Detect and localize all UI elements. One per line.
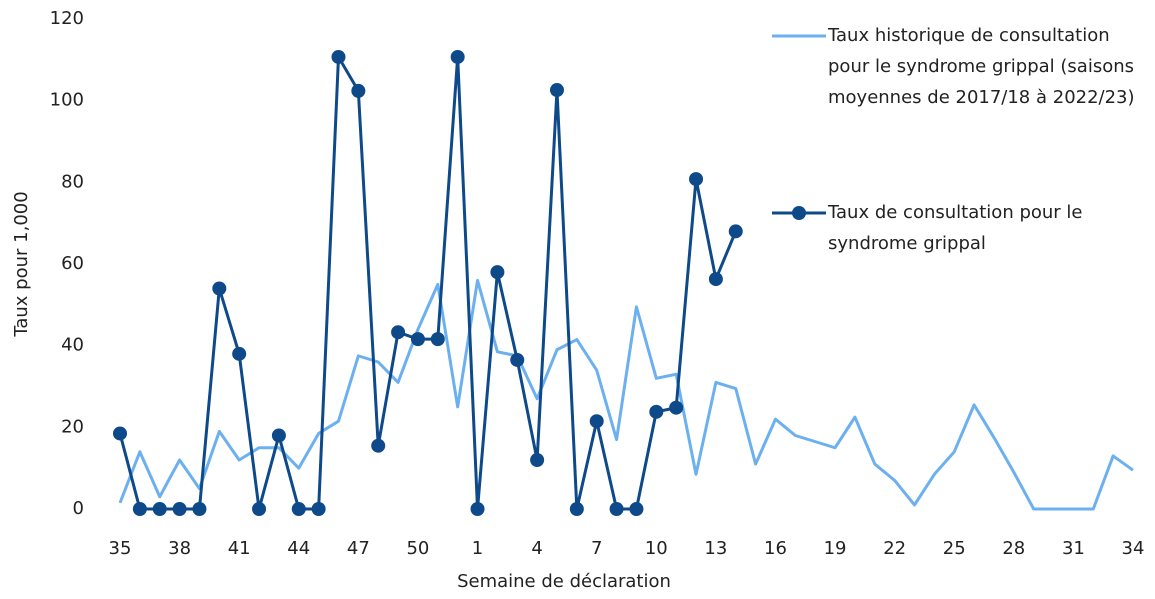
data-point [113, 426, 127, 441]
data-point [311, 502, 326, 516]
legend-item: Taux historique de consultation pour le … [772, 20, 1152, 113]
data-point [291, 502, 306, 516]
data-point [708, 272, 723, 287]
legend-marker [792, 206, 806, 220]
data-point [490, 265, 505, 280]
data-point [629, 502, 644, 516]
data-point [252, 502, 267, 516]
data-point [391, 325, 406, 340]
legend-swatch [772, 34, 826, 38]
x-tick-label: 44 [287, 538, 310, 559]
data-point [410, 332, 425, 347]
legend-item: Taux de consultation pour le syndrome gr… [772, 197, 1152, 259]
data-point [450, 49, 465, 64]
x-tick-label: 28 [1002, 538, 1025, 559]
data-point [192, 502, 207, 516]
x-tick-label: 31 [1062, 538, 1085, 559]
x-tick-label: 1 [472, 538, 483, 559]
data-point [609, 502, 624, 516]
data-point [331, 49, 346, 64]
data-point [510, 352, 525, 367]
series-line [118, 55, 738, 511]
x-tick-label: 10 [645, 538, 668, 559]
y-tick-label: 100 [50, 90, 84, 111]
y-tick-label: 20 [61, 416, 84, 437]
x-tick-label: 50 [406, 538, 429, 559]
data-point [728, 224, 743, 239]
data-point [271, 428, 286, 443]
x-tick-label: 22 [883, 538, 906, 559]
y-tick-label: 0 [73, 498, 84, 519]
data-point [689, 172, 704, 187]
data-point [669, 400, 684, 415]
data-point [351, 83, 366, 98]
y-tick-label: 80 [61, 171, 84, 192]
data-point [232, 346, 247, 361]
x-tick-label: 41 [228, 538, 251, 559]
y-axis-title: Taux pour 1,000 [11, 191, 32, 337]
data-point [549, 83, 564, 98]
data-point [569, 502, 584, 516]
data-point [152, 502, 167, 516]
data-point [589, 414, 604, 429]
data-point [172, 502, 187, 516]
x-tick-label: 34 [1122, 538, 1145, 559]
y-tick-label: 60 [61, 253, 84, 274]
data-point [132, 502, 147, 516]
x-tick-label: 38 [168, 538, 191, 559]
data-point [212, 281, 227, 296]
x-tick-label: 25 [943, 538, 966, 559]
x-tick-label: 47 [347, 538, 370, 559]
data-point [430, 332, 445, 347]
data-point [649, 404, 664, 419]
x-tick-label: 16 [764, 538, 787, 559]
x-axis-title: Semaine de déclaration [457, 571, 671, 592]
x-tick-label: 13 [704, 538, 727, 559]
data-point [470, 502, 485, 516]
x-tick-label: 7 [591, 538, 602, 559]
series-line [118, 278, 1134, 511]
x-tick-label: 35 [109, 538, 132, 559]
y-tick-label: 40 [61, 335, 84, 356]
data-point [371, 438, 386, 453]
legend-swatch [772, 206, 826, 220]
x-tick-label: 19 [824, 538, 847, 559]
legend-label: Taux historique de consultation pour le … [828, 25, 1135, 108]
x-tick-label: 4 [531, 538, 542, 559]
legend-label: Taux de consultation pour le syndrome gr… [828, 202, 1083, 254]
data-point [530, 453, 545, 467]
y-tick-label: 120 [50, 8, 84, 29]
